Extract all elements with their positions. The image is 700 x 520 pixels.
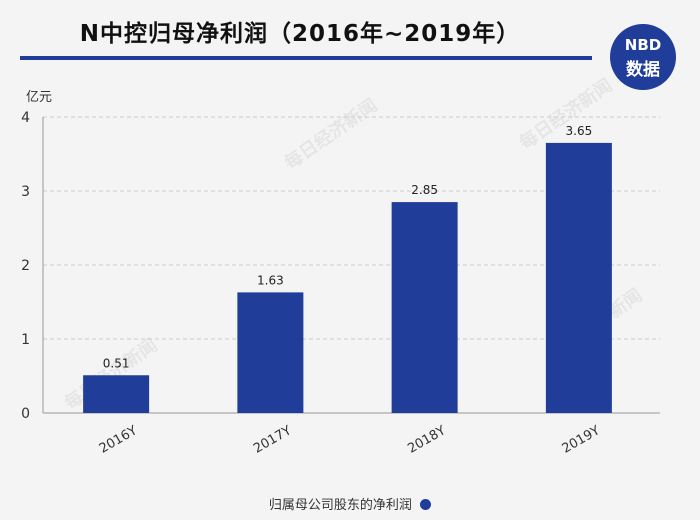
chart-title: N中控归母净利润（2016年~2019年） xyxy=(79,21,521,47)
y-tick-label: 1 xyxy=(21,332,30,348)
y-tick-label: 4 xyxy=(21,110,30,126)
legend: 归属母公司股东的净利润 xyxy=(0,494,700,513)
watermark-text: 每日经济新闻 xyxy=(280,94,381,174)
logo-text-nbd: NBD xyxy=(624,36,662,54)
y-tick-label: 2 xyxy=(21,258,30,274)
watermark-text: 每日经济新闻 xyxy=(515,74,616,154)
title-underline xyxy=(20,56,592,60)
y-tick-label: 0 xyxy=(21,406,30,422)
data-label: 2.85 xyxy=(411,183,438,197)
x-tick-label: 2018Y xyxy=(405,423,448,457)
x-tick-label: 2017Y xyxy=(251,423,294,457)
data-label: 0.51 xyxy=(103,356,130,370)
y-unit-label: 亿元 xyxy=(26,90,52,105)
legend-label: 归属母公司股东的净利润 xyxy=(268,498,412,513)
y-tick-label: 3 xyxy=(21,184,30,200)
logo-text-data: 数据 xyxy=(626,60,660,80)
bars xyxy=(83,142,612,413)
x-tick-label: 2016Y xyxy=(97,423,140,457)
bar xyxy=(391,202,458,413)
bar xyxy=(545,142,612,413)
nbd-logo: NBD 数据 xyxy=(610,24,676,90)
bar xyxy=(83,375,150,413)
labels: 0.51 2016Y 1.63 2017Y 2.85 2018Y 3.65 2019Y xyxy=(97,124,603,457)
x-tick-label: 2019Y xyxy=(560,423,603,457)
data-label: 3.65 xyxy=(566,124,593,138)
legend-swatch xyxy=(420,499,432,510)
data-label: 1.63 xyxy=(257,273,284,287)
bar xyxy=(237,292,304,413)
